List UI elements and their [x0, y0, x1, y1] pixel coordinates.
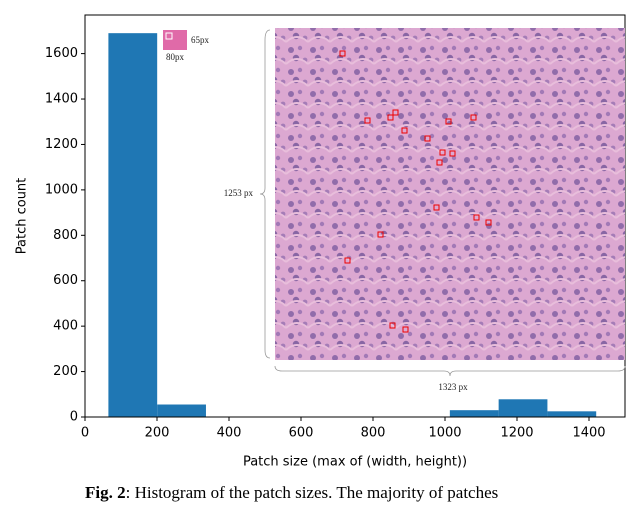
plot-area: 0 200 400 600 800 1000 1200 1400 1600 0 200 400 600 8…: [45, 14, 626, 441]
width-brace: [274, 365, 626, 377]
caption-text: : Histogram of the patch sizes. The majo…: [126, 483, 499, 502]
patch-markers: [339, 50, 492, 333]
x-tick-label: 1000: [428, 426, 461, 441]
y-axis-label: Patch count: [15, 178, 30, 255]
x-tick-label: 200: [145, 426, 170, 441]
annotation: 65px: [191, 35, 210, 45]
x-tick-label: 0: [81, 426, 89, 441]
bar: [449, 410, 499, 417]
caption: Fig. 2: Histogram of the patch sizes. Th…: [85, 483, 498, 502]
bar: [108, 33, 158, 417]
y-tick-label: 400: [53, 319, 78, 334]
y-tick-label: 1400: [45, 92, 78, 107]
tissue-image: [275, 28, 625, 360]
height-brace: [259, 29, 271, 359]
x-axis-label: Patch size (max of (width, height)): [243, 455, 467, 470]
x-tick-label: 400: [217, 426, 242, 441]
annotation: 80px: [166, 52, 185, 62]
y-tick-label: 800: [53, 228, 78, 243]
annotation: 1323 px: [438, 382, 468, 392]
x-tick-label: 800: [361, 426, 386, 441]
y-tick-label: 1600: [45, 46, 78, 61]
bar: [157, 404, 206, 417]
y-tick-label: 1000: [45, 182, 78, 197]
x-tick-label: 1400: [572, 426, 605, 441]
caption-label: Fig. 2: [85, 483, 126, 502]
tissue-tint: [275, 28, 625, 360]
patch-thumbnail: [163, 30, 187, 50]
annotation: 1253 px: [224, 188, 254, 198]
x-tick-label: 600: [289, 426, 314, 441]
y-tick-label: 600: [53, 273, 78, 288]
y-tick-label: 1200: [45, 137, 78, 152]
thumbnail-marker: [165, 32, 173, 40]
inset-image: 65px 80px 1253 px 1323 px: [163, 28, 626, 392]
y-tick-label: 0: [70, 410, 78, 425]
x-tick-label: 1200: [500, 426, 533, 441]
bar: [547, 411, 597, 417]
bar: [498, 399, 548, 417]
y-tick-label: 200: [53, 364, 78, 379]
